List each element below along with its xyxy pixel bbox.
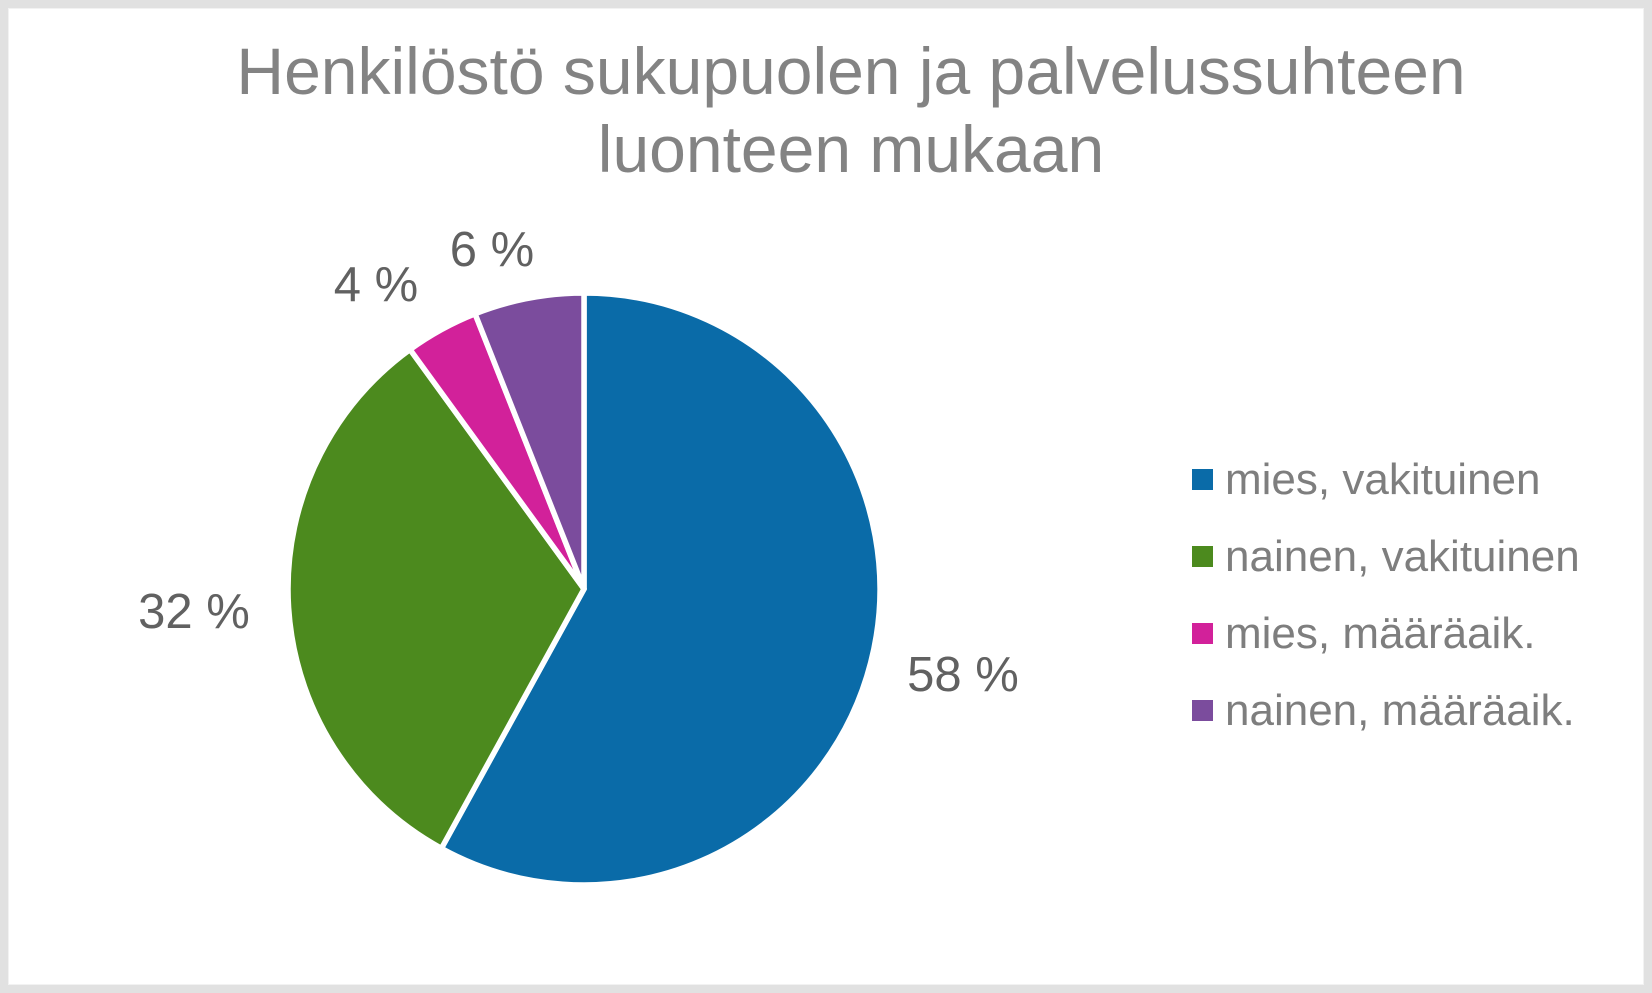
legend-swatch-icon [1192,546,1213,567]
data-label-nainen-vakituinen: 32 % [138,585,250,639]
legend-item-mies-vakituinen: mies, vakituinen [1192,441,1580,518]
data-label-mies-vakituinen: 58 % [907,648,1019,702]
legend-item-mies-maaraaik: mies, määräaik. [1192,595,1580,672]
pie-slice-nainen-vakituinen [285,346,587,852]
legend-label: nainen, määräaik. [1225,685,1575,735]
data-label-nainen-maaraaik: 6 % [449,223,535,277]
data-label-mies-maaraaik: 4 % [333,258,419,312]
legend-item-nainen-vakituinen: nainen, vakituinen [1192,518,1580,595]
legend: mies, vakituinen nainen, vakituinen mies… [1192,441,1580,749]
legend-label: nainen, vakituinen [1225,531,1580,581]
legend-swatch-icon [1192,469,1213,490]
legend-label: mies, määräaik. [1225,608,1536,658]
legend-swatch-icon [1192,700,1213,721]
legend-item-nainen-maaraaik: nainen, määräaik. [1192,672,1580,749]
pie-slice-mies-vakituinen [438,290,883,888]
chart-title: Henkilöstö sukupuolen ja palvelussuhteen… [236,34,1466,186]
legend-label: mies, vakituinen [1225,454,1541,504]
pie-slice-nainen-maaraaik [472,290,587,592]
legend-swatch-icon [1192,623,1213,644]
